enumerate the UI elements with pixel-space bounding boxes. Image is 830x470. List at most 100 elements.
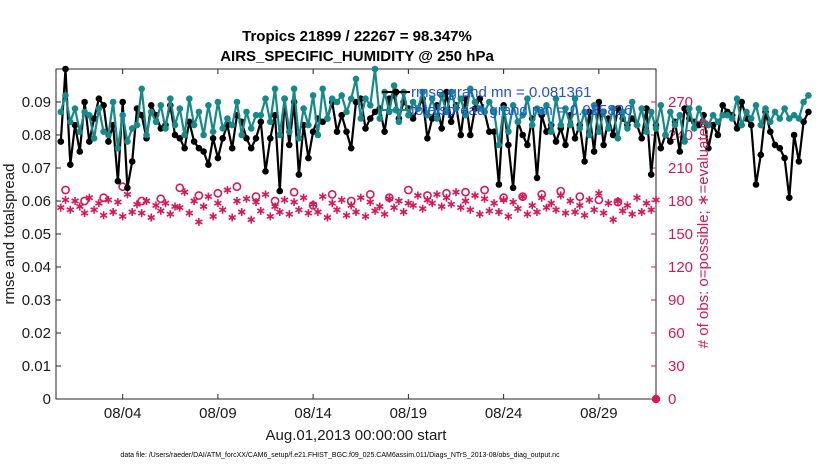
- totalspread-point: [738, 121, 745, 129]
- obs-evaluated-point: [180, 188, 189, 197]
- totalspread-point: [286, 128, 293, 135]
- rmse-point: [471, 105, 479, 112]
- obs-evaluated-point: [90, 205, 98, 214]
- totalspread-point: [152, 118, 160, 126]
- rmse-point: [643, 105, 650, 112]
- obs-evaluated-point: [152, 201, 160, 210]
- totalspread-point: [371, 65, 379, 73]
- obs-possible-point: [232, 182, 242, 192]
- rmse-point: [181, 144, 188, 152]
- obs-evaluated-point: [466, 205, 475, 214]
- obs-evaluated-point: [80, 209, 89, 218]
- obs-evaluated-point: [628, 210, 637, 219]
- totalspread-point: [243, 108, 250, 116]
- rmse-point: [209, 135, 217, 142]
- rmse-point: [243, 135, 250, 142]
- totalspread-point: [728, 115, 736, 122]
- rmse-point: [338, 111, 346, 119]
- totalspread-point: [633, 121, 641, 129]
- obs-possible-point: [80, 196, 89, 206]
- obs-evaluated-point: [271, 202, 279, 211]
- rmse-point: [67, 161, 74, 168]
- obs-evaluated-point: [237, 208, 246, 216]
- data-file-footnote: data file: /Users/raeder/DAI/ATM_forcXX/…: [120, 452, 560, 459]
- rmse-point: [757, 151, 765, 159]
- rmse-point: [767, 128, 774, 135]
- obs-possible-point: [289, 187, 299, 197]
- obs-evaluated-point: [137, 209, 146, 218]
- obs-evaluated-point: [133, 200, 141, 209]
- totalspread-point: [362, 95, 369, 102]
- obs-evaluated-point: [223, 186, 232, 194]
- rmse-point: [705, 144, 712, 152]
- obs-evaluated-point: [128, 208, 137, 216]
- rmse-point: [409, 115, 417, 122]
- rmse-point: [681, 105, 688, 112]
- obs-possible-point: [156, 194, 166, 204]
- y-axis-label: rmse and totalspread: [1, 164, 18, 305]
- totalspread-point: [133, 121, 141, 129]
- obs-evaluated-point: [433, 190, 441, 199]
- totalspread-point: [281, 95, 288, 102]
- rmse-point: [305, 154, 312, 162]
- rmse-point: [147, 102, 155, 109]
- obs-evaluated-point: [233, 197, 241, 205]
- totalspread-point: [343, 108, 350, 116]
- obs-evaluated-point: [328, 199, 337, 208]
- obs-evaluated-point: [642, 199, 651, 208]
- obs-evaluated-point: [542, 203, 551, 212]
- obs-evaluated-point: [556, 191, 565, 200]
- y-tick-label: 0.06: [22, 193, 51, 210]
- rmse-point: [795, 158, 803, 165]
- rmse-point: [714, 131, 722, 139]
- totalspread-point: [395, 118, 403, 126]
- rmse-point: [800, 118, 807, 126]
- obs-evaluated-point: [380, 210, 389, 219]
- obs-evaluated-point: [109, 208, 118, 216]
- obs-evaluated-point: [499, 195, 508, 204]
- obs-evaluated-point: [175, 203, 184, 212]
- obs-evaluated-point: [614, 197, 622, 205]
- obs-evaluated-point: [214, 199, 222, 208]
- obs-evaluated-point: [409, 201, 418, 210]
- obs-evaluated-point: [190, 197, 198, 205]
- rmse-point: [457, 131, 465, 139]
- obs-evaluated-point: [118, 212, 127, 221]
- rmse-point: [176, 135, 184, 142]
- totalspread-point: [447, 88, 455, 96]
- rmse-point: [247, 144, 255, 152]
- totalspread-point: [319, 85, 327, 93]
- totalspread-point: [452, 105, 460, 112]
- obs-evaluated-point: [361, 212, 370, 221]
- obs-evaluated-point: [494, 208, 503, 216]
- totalspread-point: [576, 125, 584, 132]
- totalspread-point: [295, 135, 303, 142]
- obs-possible-point: [99, 193, 109, 203]
- rmse-point: [57, 138, 65, 145]
- rmse-point: [262, 168, 269, 175]
- rmse-point: [781, 154, 788, 162]
- totalspread-point: [328, 95, 336, 102]
- totalspread-point: [457, 95, 465, 102]
- obs-evaluated-point: [533, 208, 541, 216]
- totalspread-point: [505, 128, 512, 135]
- obs-evaluated-point: [147, 213, 156, 222]
- rmse-point: [424, 135, 431, 142]
- obs-possible-point: [327, 189, 337, 199]
- rmse-point: [495, 181, 503, 188]
- totalspread-point: [771, 108, 779, 116]
- rmse-point: [62, 65, 69, 73]
- obs-evaluated-point: [594, 189, 603, 198]
- totalspread-point: [638, 105, 645, 112]
- totalspread-point: [443, 108, 450, 116]
- totalspread-point: [300, 105, 307, 112]
- legend-rmse-label: rmse grand mn = 0.081361: [411, 84, 592, 101]
- y-tick-label: 0.03: [22, 292, 51, 309]
- obs-evaluated-point: [371, 206, 379, 215]
- obs-possible-point: [175, 183, 185, 193]
- totalspread-point: [571, 95, 579, 102]
- totalspread-point: [643, 128, 650, 135]
- totalspread-point: [433, 115, 441, 122]
- totalspread-point: [709, 111, 717, 119]
